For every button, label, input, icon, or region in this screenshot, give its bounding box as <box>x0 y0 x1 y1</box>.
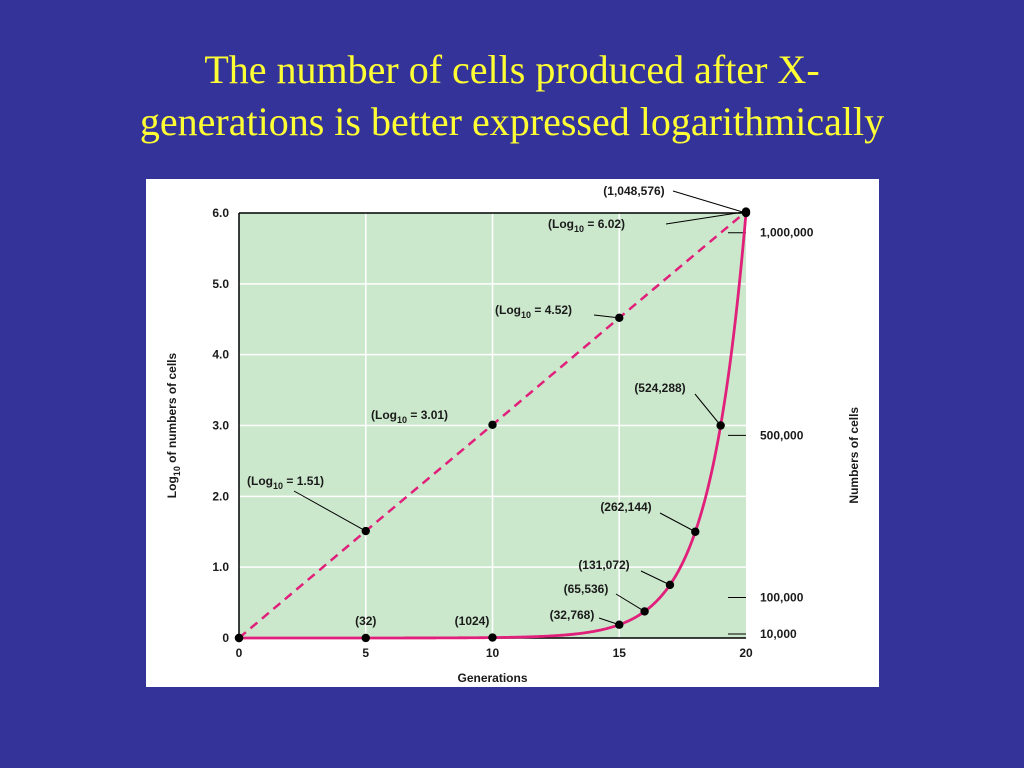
log-point <box>488 420 497 429</box>
y-axis-title-left: Log10 of numbers of cells <box>165 352 182 498</box>
cell-point <box>640 607 649 616</box>
cell-point <box>741 208 751 218</box>
right-tick-label: 1,000,000 <box>760 226 814 240</box>
cell-point <box>716 421 725 430</box>
cell-label-17: (131,072) <box>578 558 629 572</box>
leader-line <box>694 393 722 426</box>
y-tick-label: 4.0 <box>212 348 229 362</box>
cell-point <box>665 580 675 590</box>
right-tick-label: 500,000 <box>760 428 804 442</box>
slide-title: The number of cells produced after X- ge… <box>0 44 1024 148</box>
y-tick-label: 3.0 <box>212 419 229 433</box>
cell-label-19: (524,288) <box>634 381 685 395</box>
cell-growth-chart: 0 1.0 2.0 3.0 4.0 5.0 6.0 0 5 10 15 20 10,000 100,000… <box>165 184 861 685</box>
leader-line <box>293 490 366 532</box>
right-tick-label: 10,000 <box>760 627 797 641</box>
leader-line <box>593 314 620 319</box>
y-tick-label: 6.0 <box>212 206 229 220</box>
leader-line <box>665 211 747 225</box>
leader-line <box>659 512 696 533</box>
x-tick-label: 20 <box>739 646 753 660</box>
log-label-4: (Log10 = 6.02) <box>548 217 625 234</box>
y-axis-title-right: Numbers of cells <box>847 407 861 504</box>
leader-line <box>672 190 747 214</box>
cell-point <box>691 527 700 536</box>
leader-line <box>615 593 645 612</box>
cell-label-20: (1,048,576) <box>603 184 664 198</box>
y-tick-label: 1.0 <box>212 560 229 574</box>
cell-point <box>234 633 244 643</box>
log-point <box>361 526 370 536</box>
title-line-2: generations is better expressed logarith… <box>139 99 885 144</box>
cell-label-16: (65,536) <box>564 582 609 596</box>
x-axis-title: Generations <box>457 671 527 685</box>
right-tick-label: 100,000 <box>760 590 804 604</box>
y-tick-label: 0 <box>222 631 229 645</box>
cell-label-15: (32,768) <box>550 608 595 622</box>
log-label-1: (Log10 = 1.51) <box>247 474 324 491</box>
cell-label-5: (32) <box>355 614 376 628</box>
log-point <box>615 313 624 323</box>
y-tick-label: 5.0 <box>212 277 229 291</box>
cell-point <box>488 633 497 642</box>
x-tick-label: 15 <box>613 646 627 660</box>
cell-label-10: (1024) <box>455 614 490 628</box>
chart-figure: 0 1.0 2.0 3.0 4.0 5.0 6.0 0 5 10 15 20 10,000 100,000… <box>146 179 879 687</box>
x-tick-label: 0 <box>236 646 243 660</box>
title-line-1: The number of cells produced after X- <box>204 47 820 92</box>
leader-line <box>640 570 671 586</box>
cell-label-18: (262,144) <box>600 500 651 514</box>
x-tick-label: 10 <box>486 646 500 660</box>
cell-point <box>615 620 624 629</box>
y-tick-label: 2.0 <box>212 489 229 503</box>
log-label-2: (Log10 = 3.01) <box>371 408 448 425</box>
x-tick-label: 5 <box>362 646 369 660</box>
cell-point <box>361 633 370 643</box>
log-label-3: (Log10 = 4.52) <box>495 303 572 320</box>
